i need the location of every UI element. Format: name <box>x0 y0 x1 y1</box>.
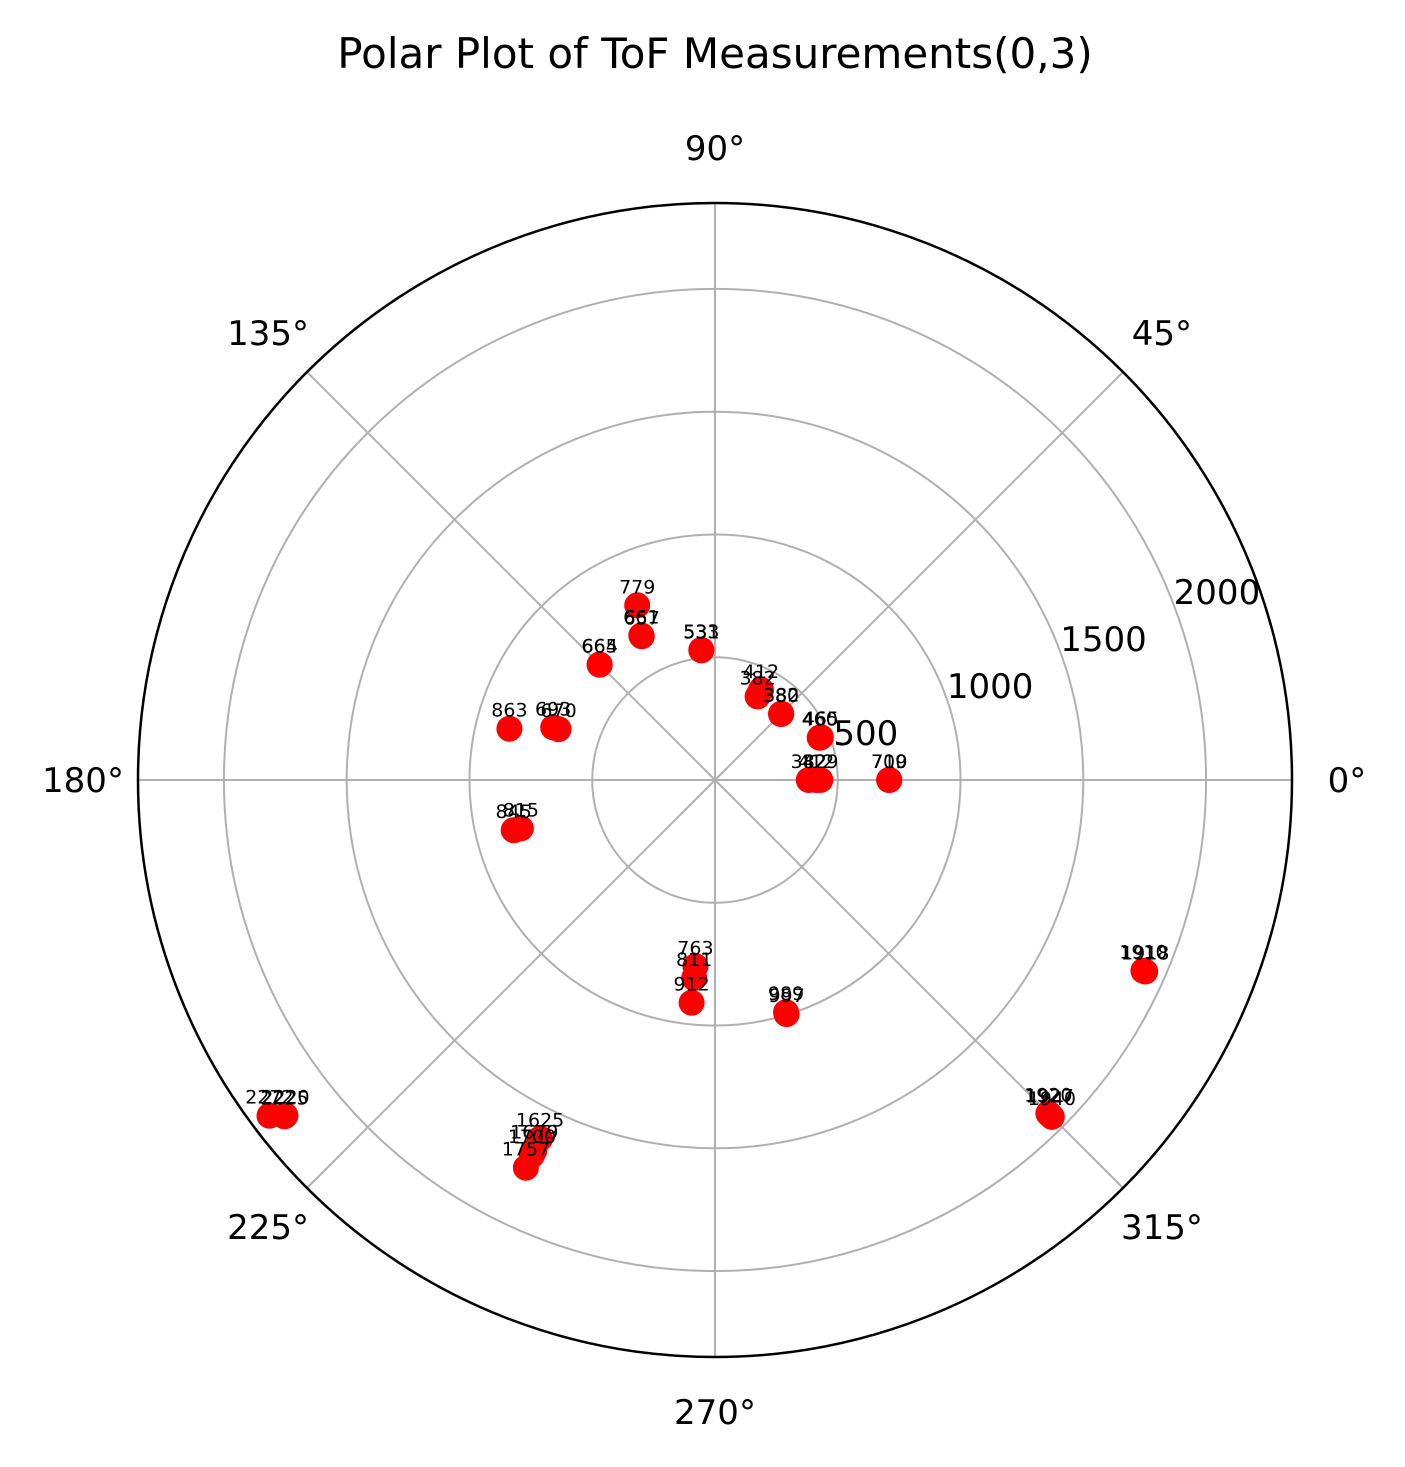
point-label: 2272 <box>245 1087 293 1109</box>
point-label: 763 <box>677 937 713 959</box>
point-label: 533 <box>683 621 719 643</box>
point-label: 382 <box>791 751 827 773</box>
point-label: 412 <box>743 661 779 683</box>
theta-tick-label: 270° <box>674 1393 756 1433</box>
data-point <box>876 767 903 793</box>
point-label: 1940 <box>1028 1088 1076 1110</box>
point-label: 412 <box>798 751 834 773</box>
data-point <box>624 592 651 619</box>
point-label: 1918 <box>1121 943 1169 965</box>
point-label: 465 <box>803 708 839 730</box>
r-tick-label: 500 <box>833 714 898 754</box>
point-label: 845 <box>496 801 532 823</box>
data-point <box>744 683 771 710</box>
point-label: 989 <box>768 983 804 1005</box>
data-point <box>806 724 833 751</box>
point-label: 1910 <box>1119 942 1167 964</box>
point-label: 1757 <box>502 1139 550 1161</box>
data-point <box>586 651 613 678</box>
point-label: 1625 <box>516 1110 564 1132</box>
theta-tick-label: 225° <box>227 1208 309 1248</box>
point-label: 1679 <box>510 1122 558 1144</box>
point-label: 1700 <box>508 1126 556 1148</box>
point-label: 531 <box>683 621 719 643</box>
theta-tick-label: 0° <box>1328 761 1367 801</box>
data-point <box>512 1154 539 1181</box>
data-point <box>678 989 705 1016</box>
data-point <box>772 999 799 1026</box>
point-label: 380 <box>763 685 799 707</box>
data-point <box>496 715 523 742</box>
chart-title: Polar Plot of ToF Measurements(0,3) <box>337 29 1092 78</box>
theta-tick-label: 90° <box>685 129 745 169</box>
point-label: 664 <box>582 636 618 658</box>
theta-gridline-135 <box>306 371 716 781</box>
theta-tick-label: 315° <box>1121 1208 1203 1248</box>
point-label: 1920 <box>1024 1084 1072 1106</box>
point-label: 670 <box>540 700 576 722</box>
point-label: 382 <box>763 685 799 707</box>
theta-tick-label: 180° <box>42 761 124 801</box>
data-point <box>1132 958 1159 985</box>
point-label: 863 <box>491 700 527 722</box>
theta-tick-label: 45° <box>1132 314 1192 354</box>
point-label: 661 <box>623 606 659 628</box>
polar-grid <box>136 201 1294 1359</box>
r-tick-label: 1500 <box>1060 620 1147 660</box>
point-label: 710 <box>871 751 907 773</box>
data-point <box>688 637 715 664</box>
point-label: 709 <box>871 751 907 773</box>
r-tick-label: 1000 <box>947 667 1034 707</box>
point-label: 382 <box>739 667 775 689</box>
point-label: 1927 <box>1025 1086 1073 1108</box>
point-label: 2225 <box>260 1087 308 1109</box>
data-point <box>768 700 795 727</box>
data-points <box>256 592 1159 1181</box>
point-label: 2220 <box>261 1087 309 1109</box>
point-label: 665 <box>581 636 617 658</box>
tick-labels: 0° 45° 90° 135° 180° 225° 270° 315° 500 1000 1500 2… <box>42 129 1366 1433</box>
theta-gridline-225 <box>306 779 716 1189</box>
point-label: 815 <box>503 799 539 821</box>
point-label: 997 <box>768 985 804 1007</box>
point-label: 811 <box>676 949 712 971</box>
polar-frame <box>136 201 1294 1359</box>
data-point <box>628 622 655 649</box>
data-point <box>256 1102 283 1129</box>
point-label: 912 <box>673 974 709 996</box>
theta-tick-label: 135° <box>227 314 309 354</box>
data-point <box>1038 1103 1065 1130</box>
data-point <box>500 817 527 844</box>
point-label: 779 <box>619 576 655 598</box>
r-tick-label: 2000 <box>1174 573 1261 613</box>
point-label: 657 <box>624 607 660 629</box>
point-label: 693 <box>535 698 571 720</box>
data-point <box>681 965 708 992</box>
point-label: 460 <box>802 709 838 731</box>
data-point <box>807 767 834 793</box>
point-label: 429 <box>802 751 838 773</box>
data-point <box>545 716 572 743</box>
